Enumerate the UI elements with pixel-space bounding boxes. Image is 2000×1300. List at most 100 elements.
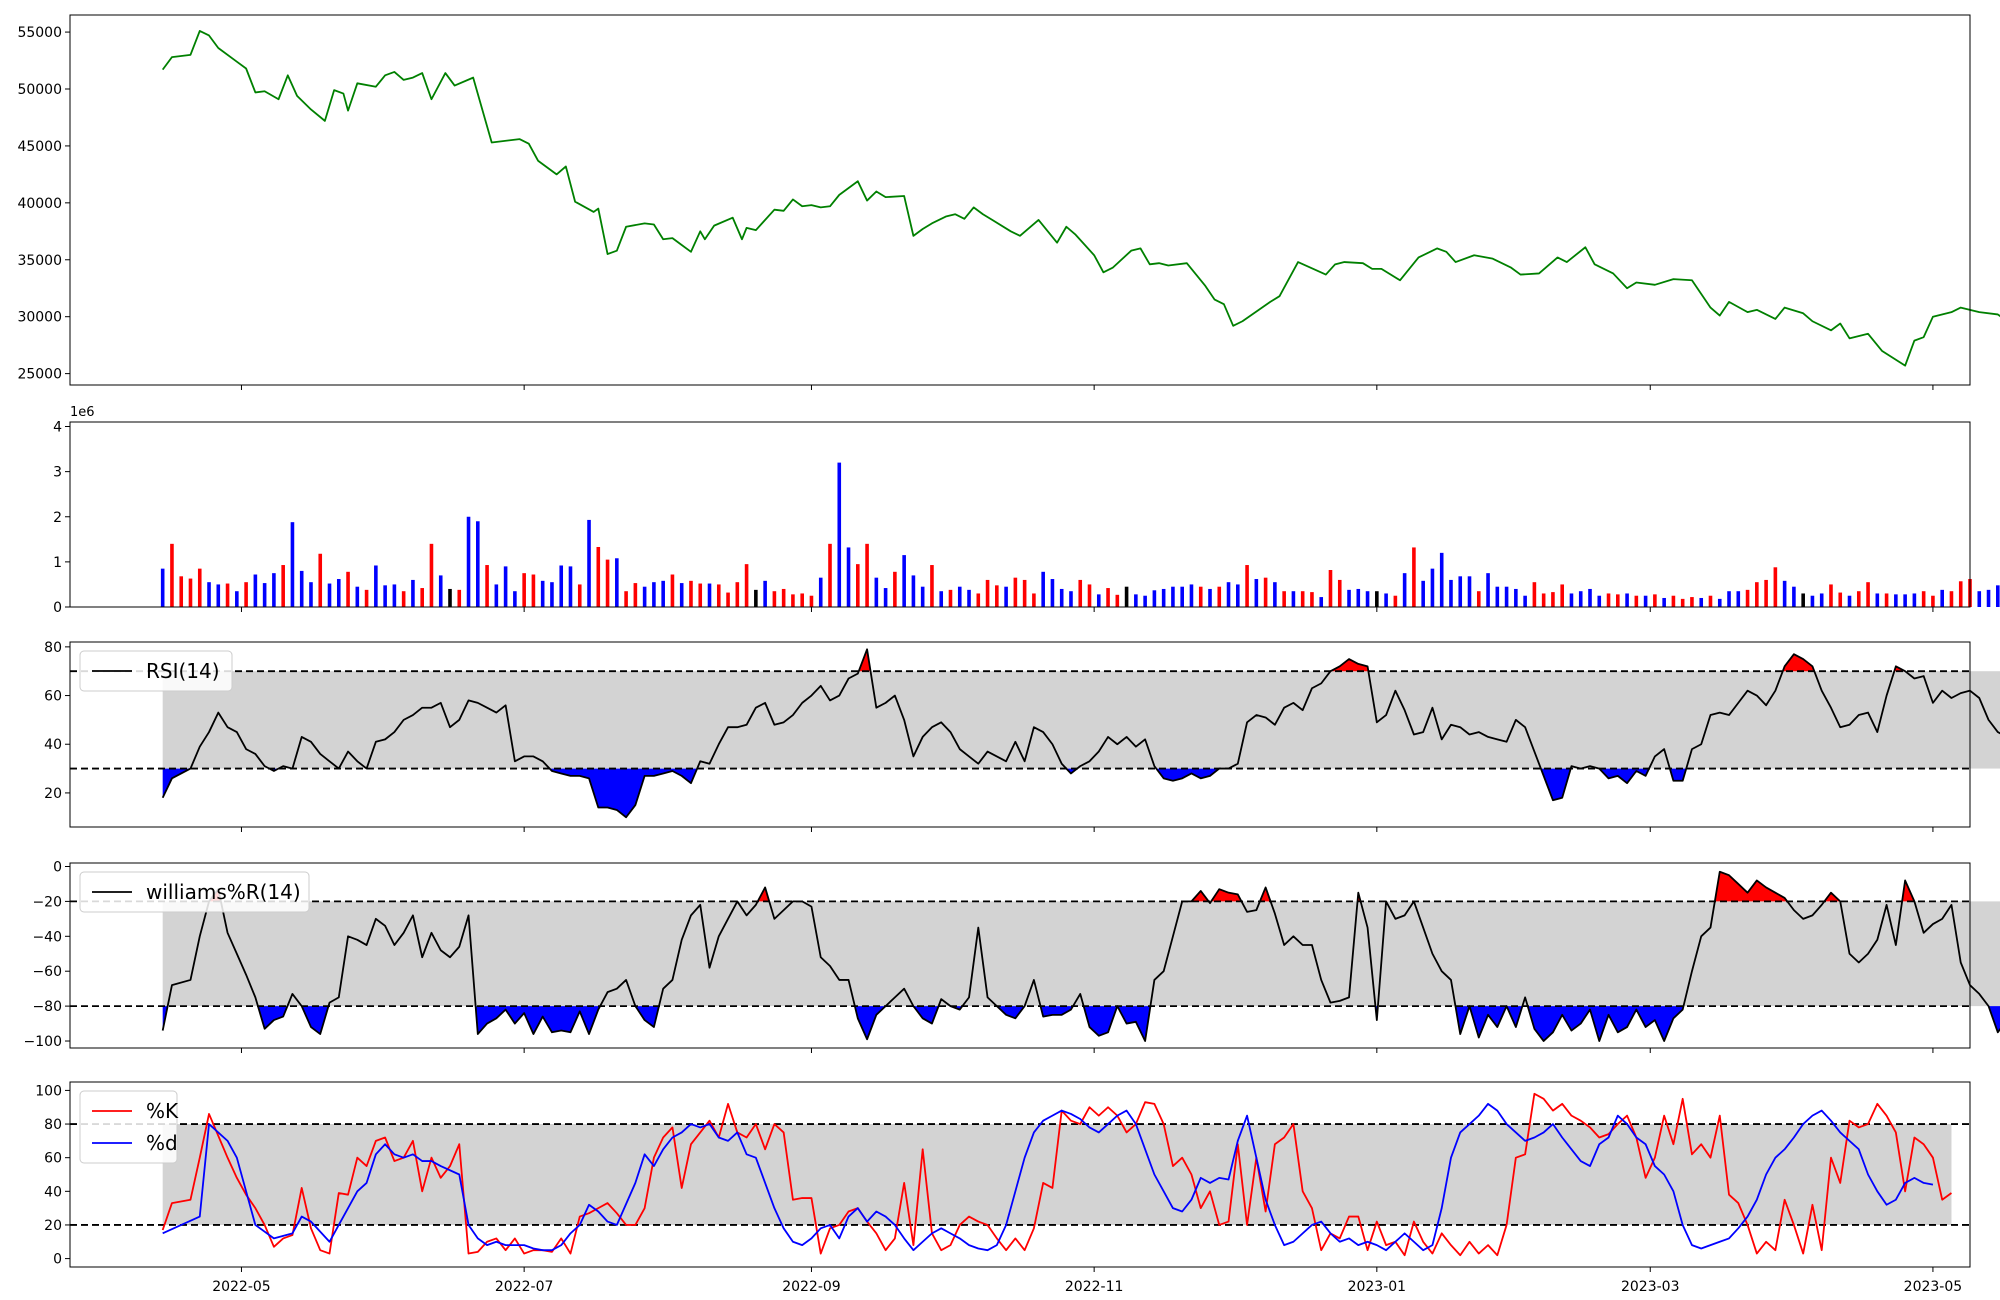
volume-y-tick-label: 1 — [53, 555, 62, 571]
volume-bar — [1356, 588, 1361, 607]
price-y-tick-label: 30000 — [17, 310, 62, 326]
volume-bar — [1059, 588, 1064, 607]
williams-oversold-fill — [1527, 1006, 1684, 1042]
volume-bar — [374, 565, 378, 607]
stochastic-y-tick-label: 80 — [44, 1117, 62, 1133]
volume-bar — [1690, 597, 1694, 607]
stochastic-y-tick-label: 40 — [44, 1184, 62, 1200]
volume-bar — [726, 592, 730, 607]
stochastic-y-tick-label: 60 — [44, 1151, 62, 1167]
williams-oversold-fill — [475, 1006, 601, 1035]
volume-bar — [1032, 593, 1036, 607]
volume-bar — [1486, 573, 1490, 607]
volume-bar — [299, 570, 304, 607]
volume-bar — [596, 546, 601, 607]
volume-bar — [874, 577, 879, 607]
volume-bar — [1634, 595, 1639, 607]
volume-bar — [1449, 579, 1453, 607]
williams-overbought-fill — [757, 887, 770, 902]
volume-bar — [179, 576, 184, 607]
volume-bar — [1727, 591, 1731, 607]
volume-bar — [1328, 570, 1333, 607]
volume-bar — [1115, 594, 1120, 607]
volume-bar — [1467, 576, 1472, 607]
volume-bar — [1866, 582, 1870, 607]
volume-bar — [1430, 568, 1435, 607]
volume-bar — [1755, 582, 1759, 607]
volume-bar — [1875, 593, 1880, 607]
volume-bar — [1161, 588, 1166, 607]
williams-y-tick-label: −80 — [32, 999, 62, 1015]
volume-bar — [1894, 594, 1898, 607]
volume-bar — [1041, 571, 1045, 607]
stochastic-legend-box — [79, 1090, 178, 1164]
volume-bar — [336, 579, 341, 607]
volume-bar — [661, 580, 665, 607]
stochastic-series-line-1 — [162, 1102, 1934, 1252]
volume-bar — [809, 595, 814, 607]
volume-bar — [1439, 552, 1444, 607]
volume-bar — [568, 566, 573, 607]
volume-bar — [531, 574, 536, 607]
rsi-y-tick-label: 60 — [44, 689, 62, 705]
volume-bar — [624, 591, 628, 607]
volume-bar — [1773, 567, 1778, 607]
volume-bar — [550, 582, 554, 607]
volume-bar — [1931, 595, 1935, 607]
price-axes-frame — [69, 14, 1971, 386]
volume-bar — [1310, 592, 1314, 607]
volume-bar — [698, 583, 703, 607]
x-tick-label: 2022-07 — [495, 1279, 554, 1295]
volume-bar — [1273, 582, 1277, 607]
volume-bar — [1856, 591, 1861, 607]
volume-bar — [707, 583, 712, 607]
volume-bar — [466, 516, 471, 607]
volume-bar — [1569, 593, 1574, 607]
volume-bar — [1764, 579, 1768, 607]
volume-bar — [883, 588, 888, 607]
williams-legend-box — [79, 871, 310, 913]
volume-bar — [828, 543, 832, 607]
volume-bar — [1069, 591, 1073, 607]
volume-bar — [272, 573, 276, 607]
volume-bar — [679, 583, 684, 607]
volume-bar — [1124, 586, 1129, 607]
rsi-overbought-fill — [1330, 659, 1369, 672]
volume-bar — [856, 564, 860, 607]
volume-bar — [281, 565, 285, 607]
volume-bar — [1699, 597, 1704, 607]
volume-bar — [1291, 591, 1296, 607]
volume-bar — [1087, 584, 1092, 607]
williams-legend-label-0: williams%R(14) — [146, 880, 301, 904]
volume-bar — [605, 559, 610, 607]
volume-bar — [1884, 593, 1889, 607]
williams-oversold-fill — [1040, 1006, 1074, 1017]
volume-bar — [1829, 584, 1833, 607]
volume-bar — [1300, 591, 1305, 607]
x-tick-label: 2023-05 — [1904, 1279, 1963, 1295]
price-y-tick-label: 25000 — [17, 367, 62, 383]
volume-bar — [1504, 586, 1509, 607]
volume-bar — [670, 574, 675, 607]
volume-bar — [1347, 589, 1351, 607]
volume-bar — [1495, 586, 1500, 607]
volume-bar — [1412, 547, 1416, 607]
volume-bar — [1996, 585, 2000, 607]
rsi-legend: RSI(14) — [79, 650, 233, 692]
price-y-tick-label: 40000 — [17, 196, 62, 212]
volume-bar — [438, 575, 443, 607]
volume-bar — [939, 591, 944, 607]
williams-panel: −100 −80 −60 −40 −20 0 williams%R(14) — [24, 859, 2000, 1053]
volume-bar — [346, 571, 350, 607]
williams-legend: williams%R(14) — [79, 871, 310, 913]
volume-bar — [1940, 589, 1944, 607]
volume-bar — [1745, 589, 1750, 607]
williams-y-tick-label: −40 — [32, 929, 62, 945]
williams-oversold-fill — [635, 1006, 659, 1028]
volume-bar — [1560, 584, 1564, 607]
volume-bar — [1551, 592, 1555, 607]
volume-bar — [1680, 598, 1685, 607]
stochastic-y-tick-label: 20 — [44, 1218, 62, 1234]
volume-bar — [309, 582, 313, 607]
williams-series-line-0 — [161, 870, 2000, 1042]
